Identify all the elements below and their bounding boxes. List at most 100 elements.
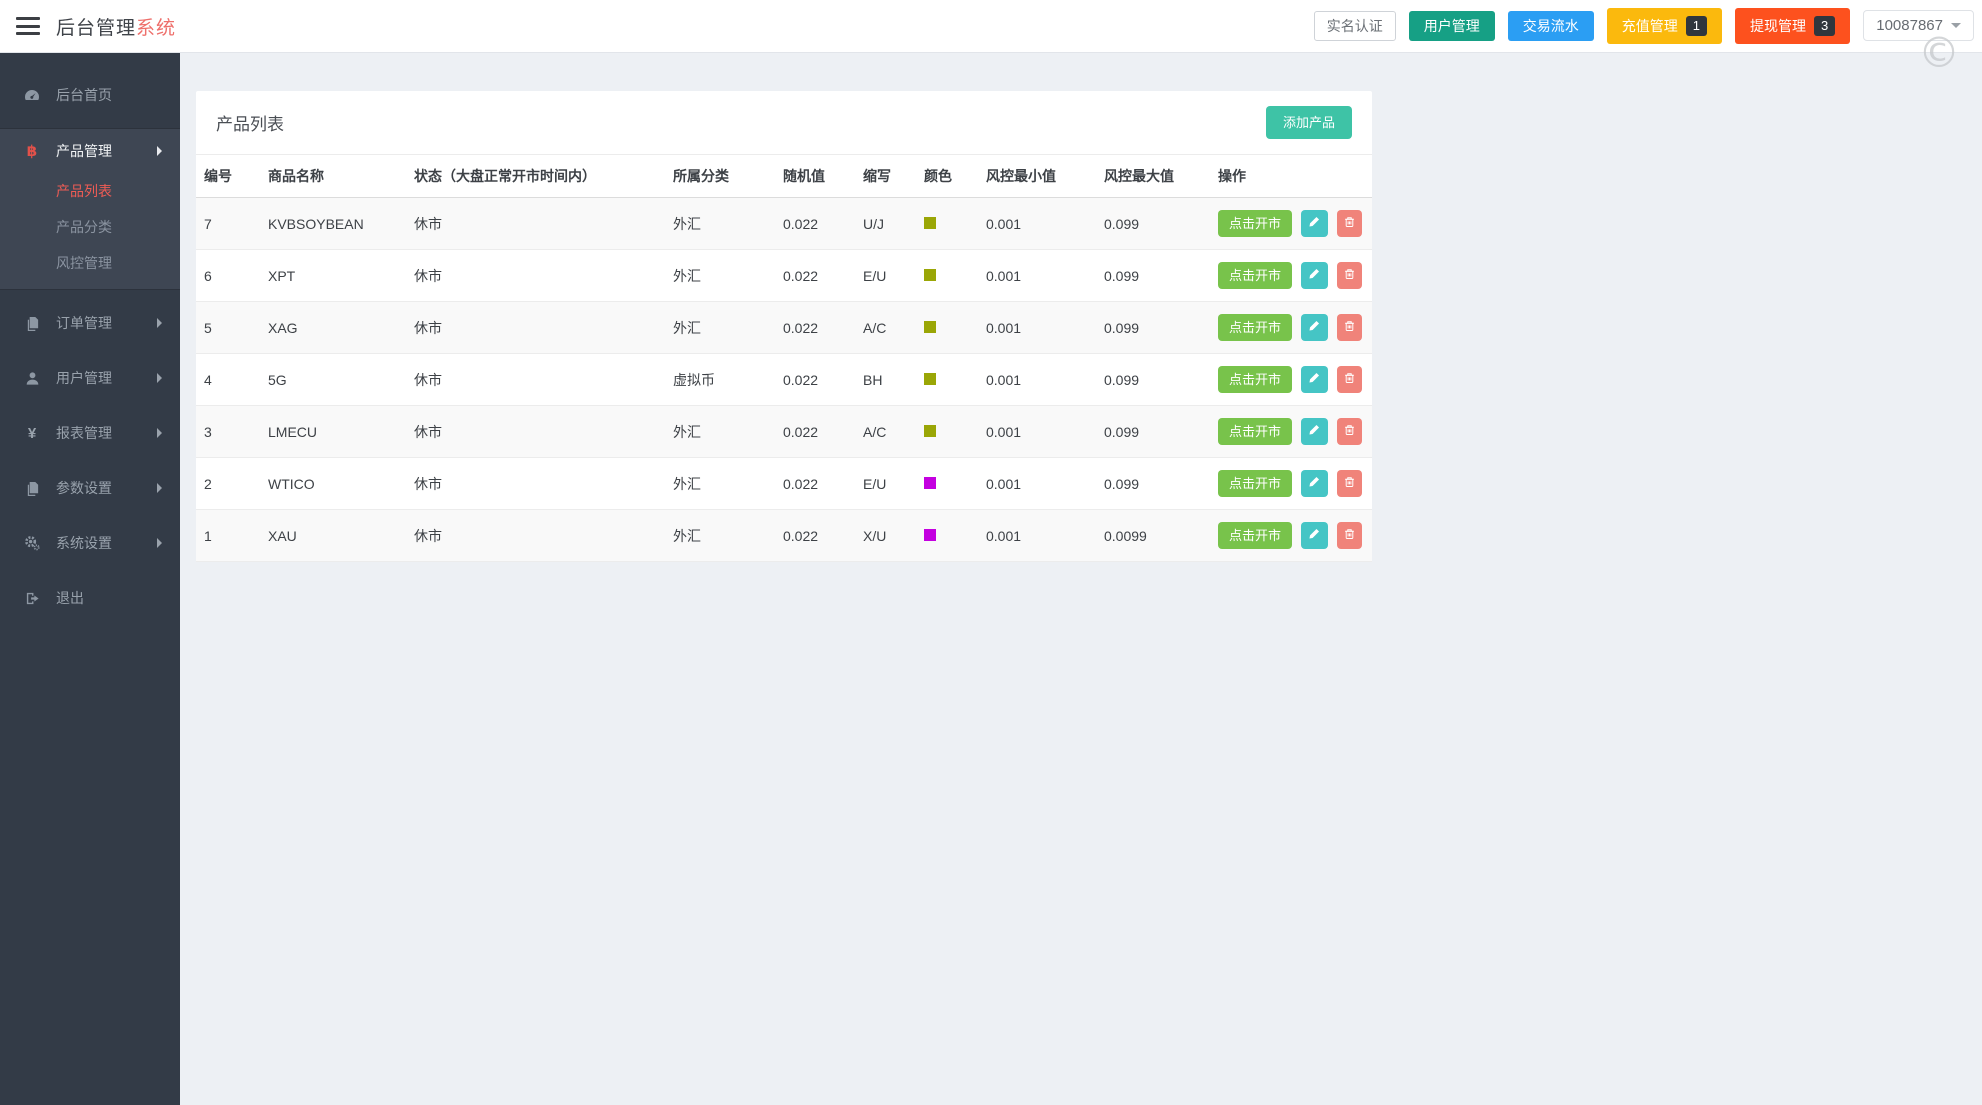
cell-actions: 点击开市 [1210, 353, 1372, 406]
product-table-body: 7 KVBSOYBEAN 休市 外汇 0.022 U/J 0.001 0.099… [196, 197, 1372, 562]
sidebar-item-logout[interactable]: 退出 [0, 576, 180, 620]
add-product-button[interactable]: 添加产品 [1265, 106, 1352, 139]
table-row: 4 5G 休市 虚拟币 0.022 BH 0.001 0.099 点击开市 [196, 353, 1372, 406]
trade-flow-button[interactable]: 交易流水 [1507, 10, 1594, 41]
open-market-button[interactable]: 点击开市 [1218, 314, 1293, 341]
top-header: 后台管理系统 实名认证 用户管理 交易流水 充值管理 1 提现管理 3 1008… [0, 0, 1982, 53]
pencil-icon [1308, 424, 1320, 439]
sidebar-item-users[interactable]: 用户管理 [0, 356, 180, 400]
delete-button[interactable] [1336, 314, 1362, 341]
edit-button[interactable] [1300, 418, 1328, 445]
cell-actions: 点击开市 [1210, 197, 1372, 250]
delete-button[interactable] [1336, 262, 1362, 289]
open-market-button[interactable]: 点击开市 [1218, 210, 1293, 237]
recharge-manage-label: 充值管理 [1621, 17, 1678, 34]
chevron-right-icon [157, 538, 162, 548]
sidebar-item-parameters[interactable]: 参数设置 [0, 466, 180, 510]
color-swatch [924, 320, 936, 333]
cell-id: 4 [196, 353, 260, 406]
sidebar-subitem-label: 产品列表 [56, 183, 112, 199]
pencil-icon [1308, 528, 1320, 543]
cell-id: 6 [196, 249, 260, 302]
cell-abbr: E/U [855, 249, 916, 302]
pencil-icon [1308, 268, 1320, 283]
sidebar-item-reports[interactable]: ¥ 报表管理 [0, 411, 180, 455]
cell-random-value: 0.022 [775, 353, 855, 406]
sidebar-subitem-product-list[interactable]: 产品列表 [0, 173, 180, 209]
cell-risk-max: 0.099 [1096, 457, 1210, 510]
account-dropdown[interactable]: 10087867 [1863, 10, 1974, 42]
color-swatch [924, 424, 936, 437]
delete-button[interactable] [1336, 418, 1362, 445]
trash-icon [1344, 476, 1355, 491]
cell-category: 外汇 [665, 301, 775, 354]
col-header-status: 状态（大盘正常开市时间内） [406, 154, 665, 198]
copyright-watermark-icon: © [1918, 28, 1960, 77]
sidebar-item-label: 用户管理 [56, 370, 112, 386]
open-market-button[interactable]: 点击开市 [1218, 522, 1293, 549]
cell-abbr: E/U [855, 457, 916, 510]
cell-status: 休市 [406, 301, 665, 354]
yen-icon: ¥ [27, 424, 37, 442]
sidebar-item-settings[interactable]: 系统设置 [0, 521, 180, 565]
cell-risk-min: 0.001 [978, 457, 1096, 510]
logout-icon [22, 591, 42, 606]
open-market-button[interactable]: 点击开市 [1218, 470, 1293, 497]
open-market-button[interactable]: 点击开市 [1218, 366, 1293, 393]
color-swatch [924, 528, 936, 541]
sidebar-item-dashboard[interactable]: 后台首页 [0, 73, 180, 117]
cell-abbr: X/U [855, 509, 916, 562]
col-header-risk-min: 风控最小值 [978, 154, 1096, 198]
cell-abbr: BH [855, 353, 916, 406]
col-header-category: 所属分类 [665, 154, 775, 198]
chevron-down-icon [1951, 23, 1961, 29]
cell-color [916, 457, 978, 510]
sidebar-item-label: 系统设置 [56, 535, 112, 551]
cell-actions: 点击开市 [1210, 509, 1372, 562]
cell-color [916, 249, 978, 302]
cell-random-value: 0.022 [775, 457, 855, 510]
edit-button[interactable] [1300, 470, 1328, 497]
col-header-color: 颜色 [916, 154, 978, 198]
delete-button[interactable] [1336, 366, 1362, 393]
chevron-right-icon [157, 373, 162, 383]
withdraw-manage-label: 提现管理 [1750, 17, 1807, 34]
chevron-right-icon [157, 483, 162, 493]
edit-button[interactable] [1300, 210, 1328, 237]
cell-random-value: 0.022 [775, 249, 855, 302]
delete-button[interactable] [1336, 470, 1362, 497]
menu-toggle-icon[interactable] [16, 17, 40, 35]
recharge-manage-button[interactable]: 充值管理 1 [1606, 7, 1723, 45]
parameters-icon [22, 481, 42, 496]
table-row: 6 XPT 休市 外汇 0.022 E/U 0.001 0.099 点击开市 [196, 249, 1372, 302]
delete-button[interactable] [1336, 522, 1362, 549]
cell-risk-max: 0.099 [1096, 197, 1210, 250]
open-market-button[interactable]: 点击开市 [1218, 418, 1293, 445]
sidebar-group-products: ฿ 产品管理 产品列表 产品分类 风控管理 [0, 128, 180, 290]
edit-button[interactable] [1300, 314, 1328, 341]
withdraw-manage-button[interactable]: 提现管理 3 [1735, 7, 1851, 45]
sidebar-item-product-manage[interactable]: ฿ 产品管理 [0, 129, 180, 173]
cell-status: 休市 [406, 509, 665, 562]
sidebar-item-label: 产品管理 [56, 143, 112, 159]
cell-color [916, 509, 978, 562]
sidebar-subitem-label: 产品分类 [56, 219, 112, 235]
realname-auth-button[interactable]: 实名认证 [1313, 10, 1396, 41]
sidebar-subitem-risk-manage[interactable]: 风控管理 [0, 245, 180, 281]
sidebar-subitem-product-category[interactable]: 产品分类 [0, 209, 180, 245]
user-manage-button[interactable]: 用户管理 [1408, 10, 1495, 41]
sidebar-subitem-label: 风控管理 [56, 255, 112, 271]
cell-product-name: KVBSOYBEAN [260, 197, 406, 250]
trash-icon [1344, 268, 1355, 283]
edit-button[interactable] [1300, 366, 1328, 393]
open-market-button[interactable]: 点击开市 [1218, 262, 1293, 289]
delete-button[interactable] [1336, 210, 1362, 237]
cell-category: 外汇 [665, 457, 775, 510]
sidebar-item-orders[interactable]: 订单管理 [0, 301, 180, 345]
edit-button[interactable] [1300, 262, 1328, 289]
edit-button[interactable] [1300, 522, 1328, 549]
brand: 后台管理系统 [16, 13, 176, 40]
color-swatch [924, 216, 936, 229]
sidebar-item-label: 参数设置 [56, 480, 112, 496]
cell-product-name: LMECU [260, 405, 406, 458]
